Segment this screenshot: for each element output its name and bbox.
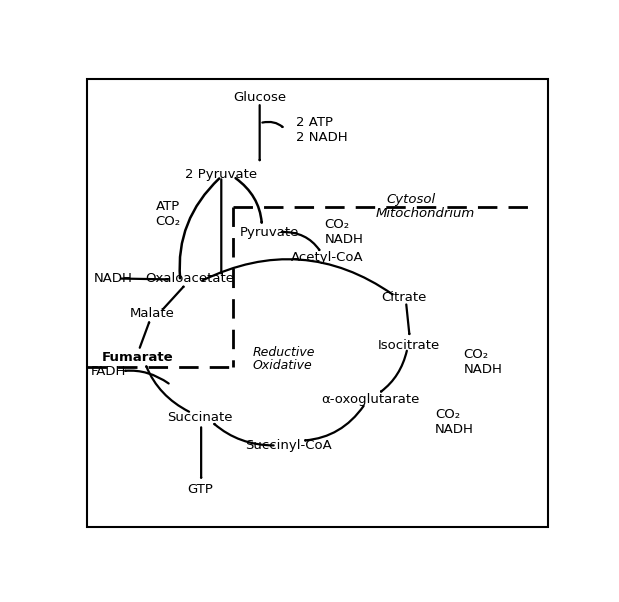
Text: Oxidative: Oxidative xyxy=(253,359,312,371)
Text: Citrate: Citrate xyxy=(381,291,426,303)
Text: CO₂
NADH: CO₂ NADH xyxy=(464,348,503,376)
Text: Mitochondrium: Mitochondrium xyxy=(376,207,475,220)
Text: GTP: GTP xyxy=(187,483,213,496)
Text: Succinate: Succinate xyxy=(167,411,233,424)
FancyBboxPatch shape xyxy=(87,79,548,527)
Text: Isocitrate: Isocitrate xyxy=(377,340,439,352)
Text: Fumarate: Fumarate xyxy=(102,351,173,364)
Text: CO₂
NADH: CO₂ NADH xyxy=(435,408,474,436)
Text: Succinyl-CoA: Succinyl-CoA xyxy=(245,439,332,452)
Text: Malate: Malate xyxy=(129,307,174,320)
Text: CO₂
NADH: CO₂ NADH xyxy=(324,218,363,246)
Text: Pyruvate: Pyruvate xyxy=(240,226,299,238)
Text: α-oxoglutarate: α-oxoglutarate xyxy=(321,393,419,406)
Text: Glucose: Glucose xyxy=(233,92,286,104)
Text: Reductive: Reductive xyxy=(253,346,315,359)
Text: 2 Pyruvate: 2 Pyruvate xyxy=(185,168,258,181)
Text: Acetyl-CoA: Acetyl-CoA xyxy=(290,251,363,264)
Text: Cytosol: Cytosol xyxy=(387,193,436,206)
Text: ATP
CO₂: ATP CO₂ xyxy=(155,200,181,228)
Text: Oxaloacetate: Oxaloacetate xyxy=(145,272,235,285)
Text: 2 ATP
2 NADH: 2 ATP 2 NADH xyxy=(296,116,347,144)
Text: NADH: NADH xyxy=(94,272,133,285)
Text: FADH: FADH xyxy=(91,365,126,377)
